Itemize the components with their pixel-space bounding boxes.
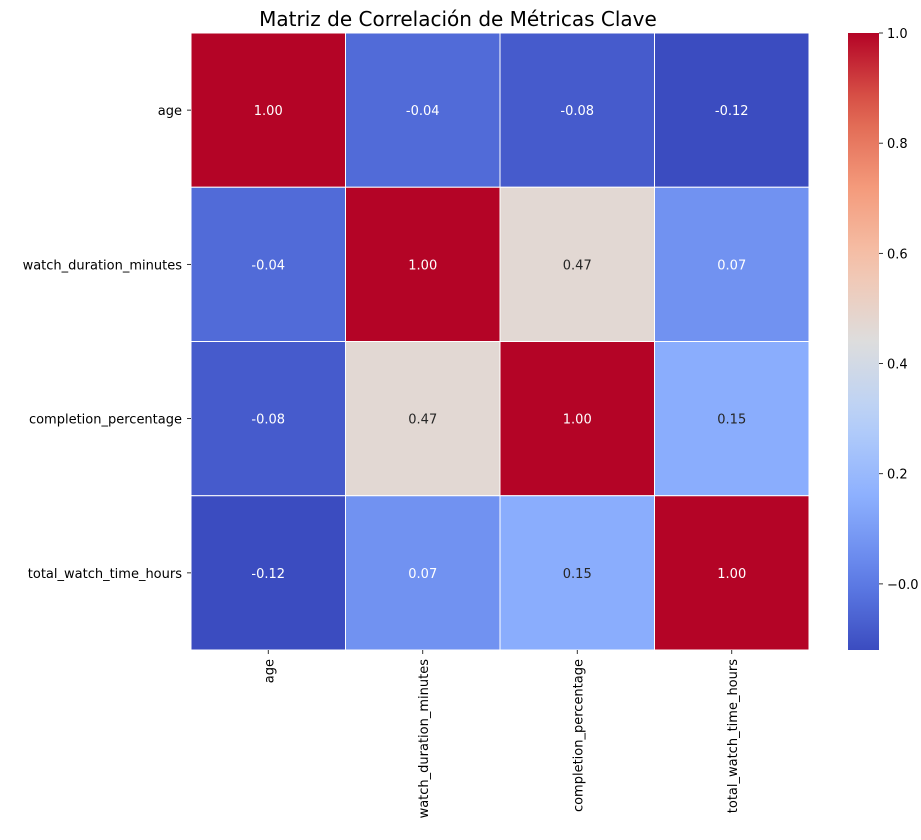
colorbar-tick-label: −0.0 xyxy=(887,578,919,593)
colorbar-tick-label: 0.2 xyxy=(887,468,908,483)
colorbar-ticks: −0.0 0.2 0.4 0.6 0.8 1.0 xyxy=(879,27,919,593)
heatmap-cells: 1.00 -0.04 -0.08 -0.12 -0.04 1.00 0.47 0.07 -0.0… xyxy=(190,32,810,651)
x-tick-labels: age watch_duration_minutes completion_perc… xyxy=(262,650,741,818)
heatmap-cell xyxy=(345,341,501,497)
y-tick-label: completion_percentage xyxy=(29,413,182,428)
y-tick-label: watch_duration_minutes xyxy=(23,258,183,273)
cell-value-label: 0.47 xyxy=(408,413,437,428)
cell-value-label: 0.15 xyxy=(717,413,746,428)
cell-value-label: 1.00 xyxy=(563,413,592,428)
x-tick-label: total_watch_time_hours xyxy=(726,659,741,813)
y-tick-label: total_watch_time_hours xyxy=(28,567,182,582)
cell-value-label: -0.12 xyxy=(715,104,749,119)
heatmap-cell xyxy=(190,186,346,342)
x-tick-label: age xyxy=(262,659,277,683)
colorbar xyxy=(848,33,879,650)
y-tick-labels: age watch_duration_minutes completion_perc… xyxy=(23,104,191,582)
cell-value-label: -0.04 xyxy=(251,258,285,273)
heatmap-cell xyxy=(190,32,346,188)
cell-value-label: -0.08 xyxy=(560,104,594,119)
x-tick-label: completion_percentage xyxy=(571,659,586,812)
heatmap-cell xyxy=(499,495,655,651)
heatmap-cell xyxy=(654,495,810,651)
heatmap-cell xyxy=(654,186,810,342)
x-tick-label: watch_duration_minutes xyxy=(417,659,432,819)
y-tick-label: age xyxy=(158,104,182,119)
cell-value-label: 1.00 xyxy=(717,567,746,582)
heatmap-cell xyxy=(499,186,655,342)
heatmap-cell xyxy=(190,495,346,651)
cell-value-label: -0.08 xyxy=(251,413,285,428)
colorbar-tick-label: 0.8 xyxy=(887,137,908,152)
colorbar-tick-label: 0.6 xyxy=(887,247,908,262)
chart-title: Matriz de Correlación de Métricas Clave xyxy=(259,7,657,31)
heatmap-cell xyxy=(654,32,810,188)
colorbar-tick-label: 0.4 xyxy=(887,358,908,373)
colorbar-tick-label: 1.0 xyxy=(887,27,908,42)
cell-value-label: 1.00 xyxy=(254,104,283,119)
heatmap-cell xyxy=(345,495,501,651)
heatmap-cell xyxy=(654,341,810,497)
heatmap-cell xyxy=(345,32,501,188)
cell-value-label: -0.04 xyxy=(406,104,440,119)
cell-value-label: 0.07 xyxy=(717,258,746,273)
heatmap-cell xyxy=(499,32,655,188)
cell-value-label: 1.00 xyxy=(408,258,437,273)
heatmap-cell xyxy=(345,186,501,342)
cell-value-label: 0.07 xyxy=(408,567,437,582)
cell-value-label: 0.15 xyxy=(563,567,592,582)
cell-value-label: 0.47 xyxy=(563,258,592,273)
cell-value-label: -0.12 xyxy=(251,567,285,582)
